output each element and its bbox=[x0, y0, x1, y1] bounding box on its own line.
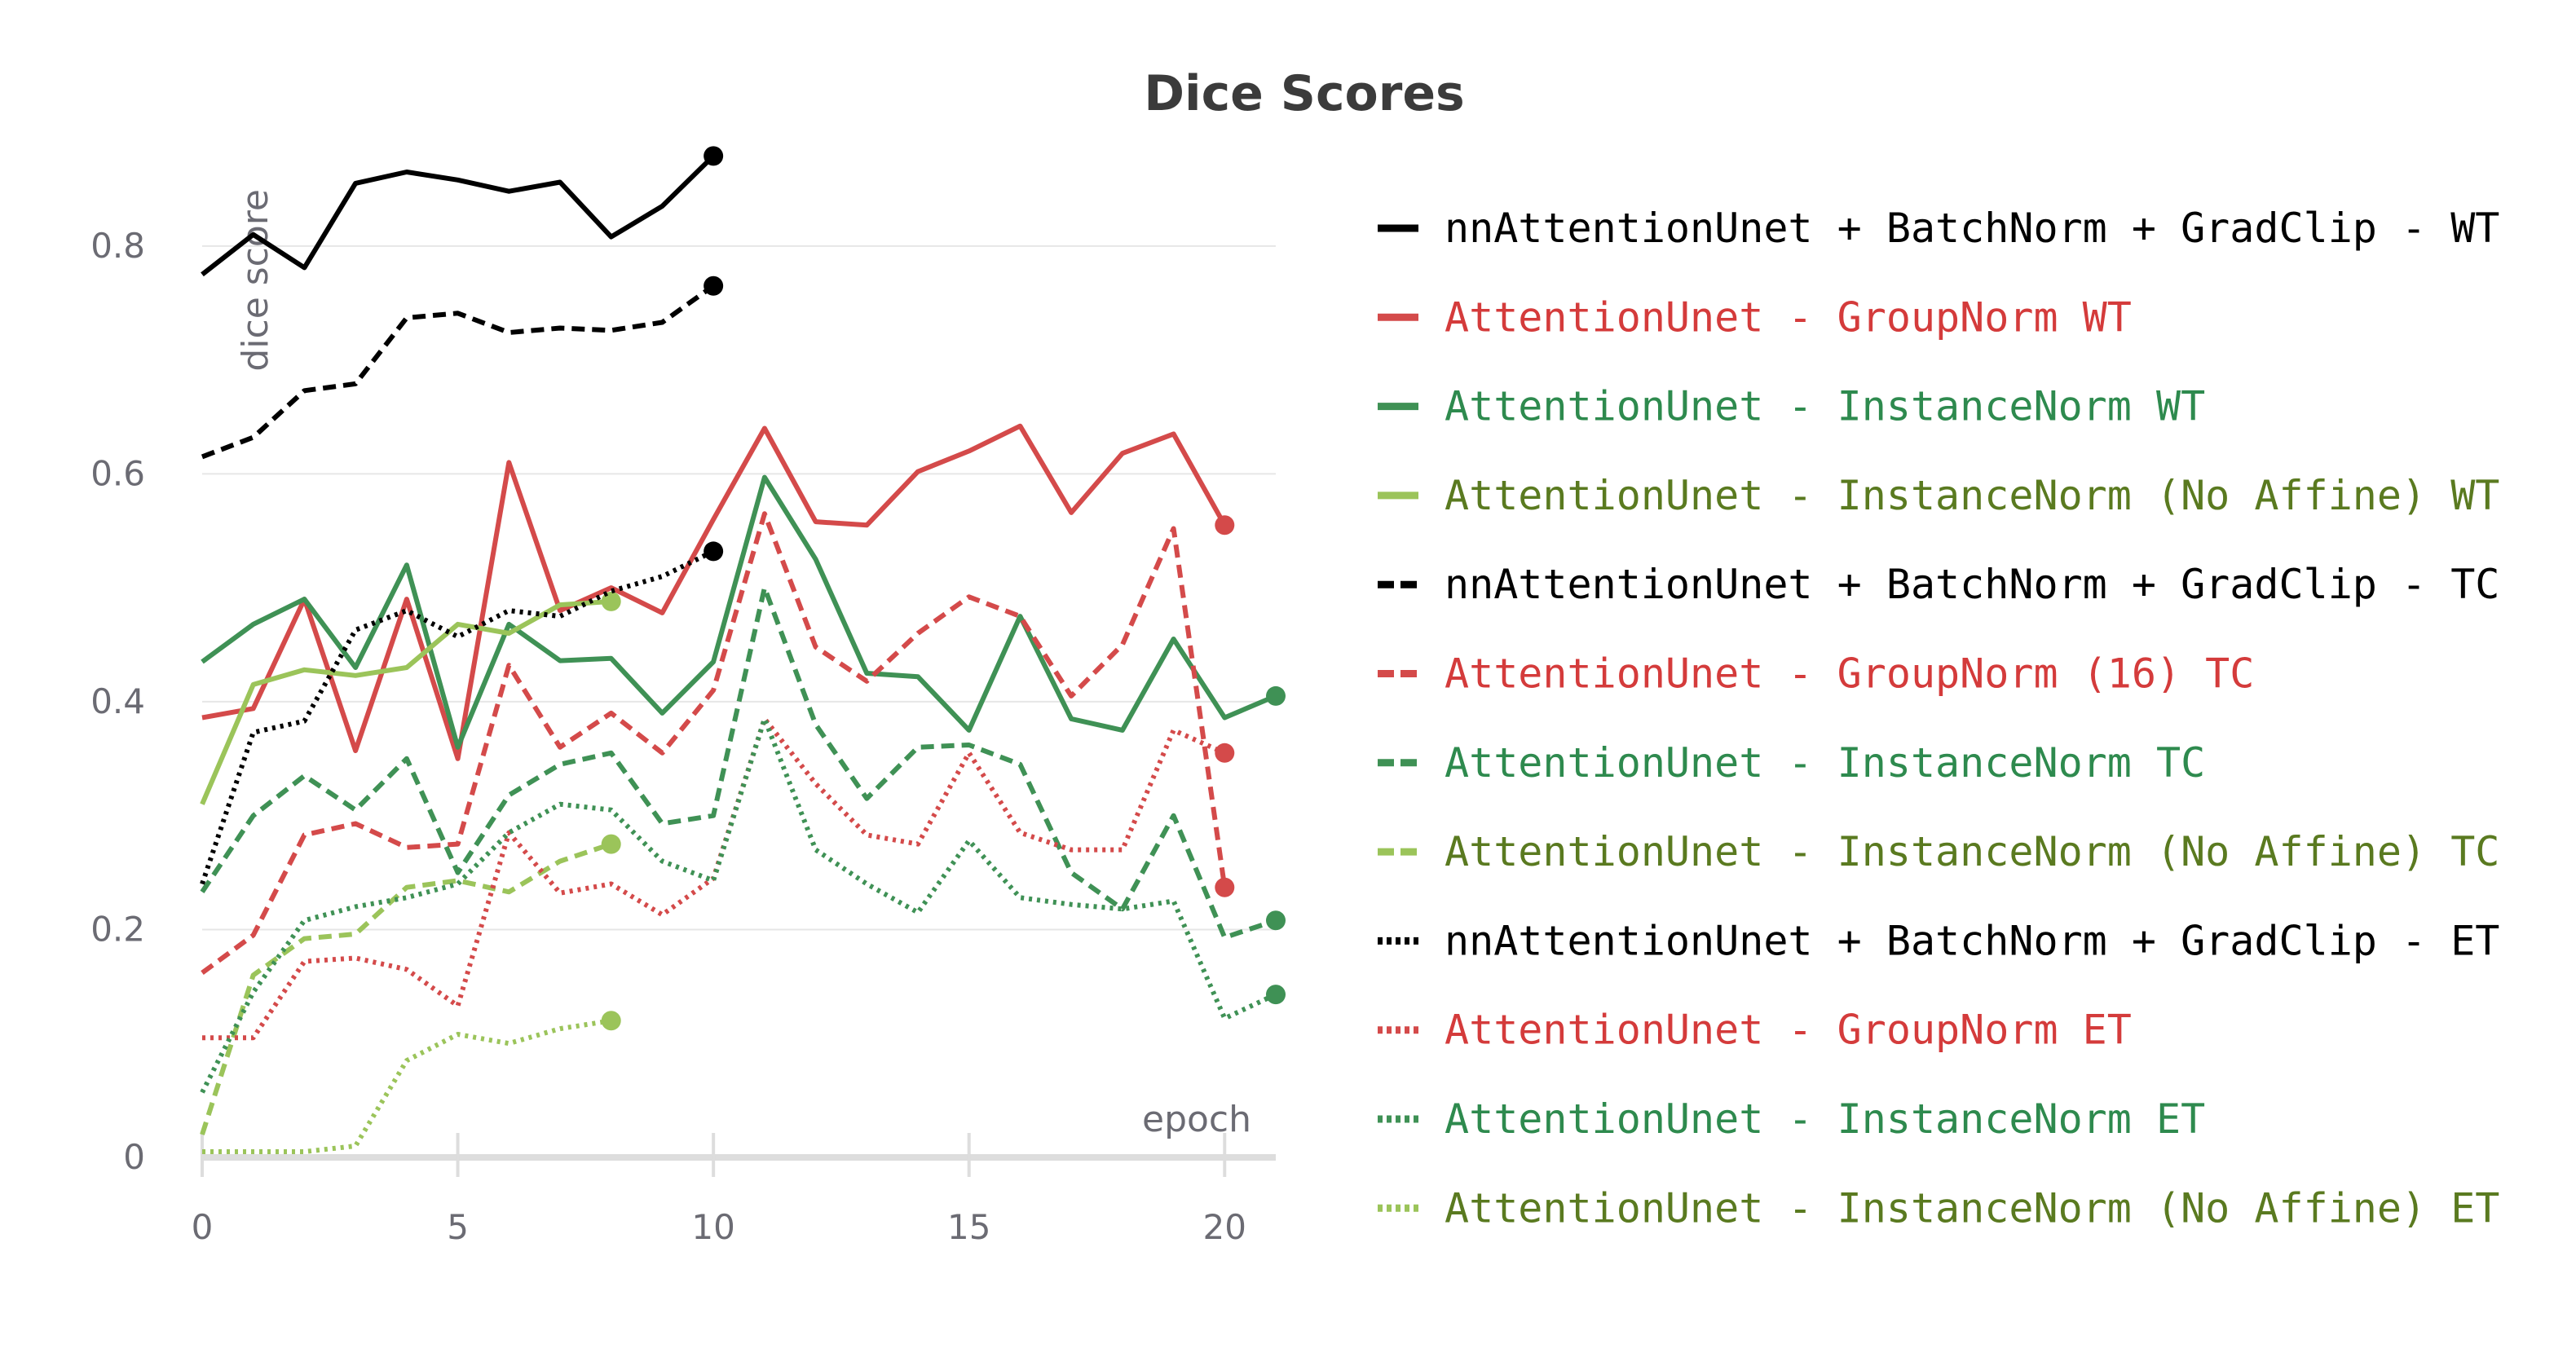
x-tick-label: 0 bbox=[192, 1207, 214, 1247]
chart-title: Dice Scores bbox=[1144, 65, 1465, 122]
series-line-4 bbox=[200, 598, 611, 805]
series-end-point-12 bbox=[601, 1011, 621, 1031]
series-end-point-6 bbox=[1215, 877, 1235, 897]
legend-label-7: AttentionUnet - InstanceNorm TC bbox=[1445, 739, 2205, 787]
series-end-point-10 bbox=[1215, 743, 1235, 763]
series-line-9 bbox=[200, 549, 715, 885]
series-line-6 bbox=[201, 511, 1228, 976]
y-tick-label: 0 bbox=[123, 1137, 145, 1177]
legend-label-9: nnAttentionUnet + BatchNorm + GradClip -… bbox=[1445, 917, 2499, 964]
legend-label-12: AttentionUnet - InstanceNorm (No Affine)… bbox=[1445, 1184, 2499, 1232]
series-line-2 bbox=[201, 423, 1227, 761]
series-line-1 bbox=[201, 154, 716, 277]
series-end-point-7 bbox=[1266, 910, 1286, 931]
legend-label-10: AttentionUnet - GroupNorm ET bbox=[1445, 1007, 2132, 1054]
x-tick-label: 20 bbox=[1203, 1207, 1246, 1247]
legend-label-11: AttentionUnet - InstanceNorm ET bbox=[1445, 1095, 2205, 1143]
x-tick-label: 15 bbox=[947, 1207, 990, 1247]
legend-label-5: nnAttentionUnet + BatchNorm + GradClip -… bbox=[1445, 561, 2499, 608]
legend-label-2: AttentionUnet - GroupNorm WT bbox=[1445, 293, 2132, 341]
series-end-point-1 bbox=[704, 146, 724, 166]
series-end-point-4 bbox=[601, 591, 621, 611]
axis-layer: 0 0.2 0.4 0.6 0.8 0 5 10 15 20 epoch dice score bbox=[90, 189, 1276, 1247]
legend-label-4: AttentionUnet - InstanceNorm (No Affine)… bbox=[1445, 472, 2499, 519]
series-line-3 bbox=[201, 474, 1277, 750]
legend: nnAttentionUnet + BatchNorm + GradClip -… bbox=[1378, 205, 2499, 1232]
legend-label-6: AttentionUnet - GroupNorm (16) TC bbox=[1445, 650, 2254, 698]
series-line-7 bbox=[200, 585, 1277, 941]
series-end-point-5 bbox=[704, 275, 724, 296]
series-end-point-2 bbox=[1215, 515, 1235, 535]
x-axis-label: epoch bbox=[1142, 1099, 1251, 1140]
y-tick-label: 0.2 bbox=[90, 909, 145, 949]
legend-label-8: AttentionUnet - InstanceNorm (No Affine)… bbox=[1445, 828, 2499, 875]
series-line-11 bbox=[200, 716, 1277, 1094]
series-layer bbox=[200, 146, 1286, 1154]
series-line-5 bbox=[201, 284, 715, 460]
series-end-point-9 bbox=[704, 541, 724, 562]
series-end-point-3 bbox=[1266, 685, 1286, 706]
series-line-8 bbox=[200, 841, 612, 1135]
series-end-point-11 bbox=[1266, 985, 1286, 1005]
x-tick-label: 10 bbox=[691, 1207, 734, 1247]
y-tick-label: 0.6 bbox=[90, 453, 145, 493]
series-line-12 bbox=[202, 1018, 612, 1154]
y-tick-label: 0.4 bbox=[90, 681, 145, 721]
y-axis-label: dice score bbox=[235, 189, 276, 372]
series-end-point-8 bbox=[601, 834, 621, 854]
y-tick-label: 0.8 bbox=[90, 226, 145, 266]
x-tick-label: 5 bbox=[447, 1207, 469, 1247]
legend-label-3: AttentionUnet - InstanceNorm WT bbox=[1445, 383, 2205, 430]
legend-label-1: nnAttentionUnet + BatchNorm + GradClip -… bbox=[1445, 205, 2499, 252]
